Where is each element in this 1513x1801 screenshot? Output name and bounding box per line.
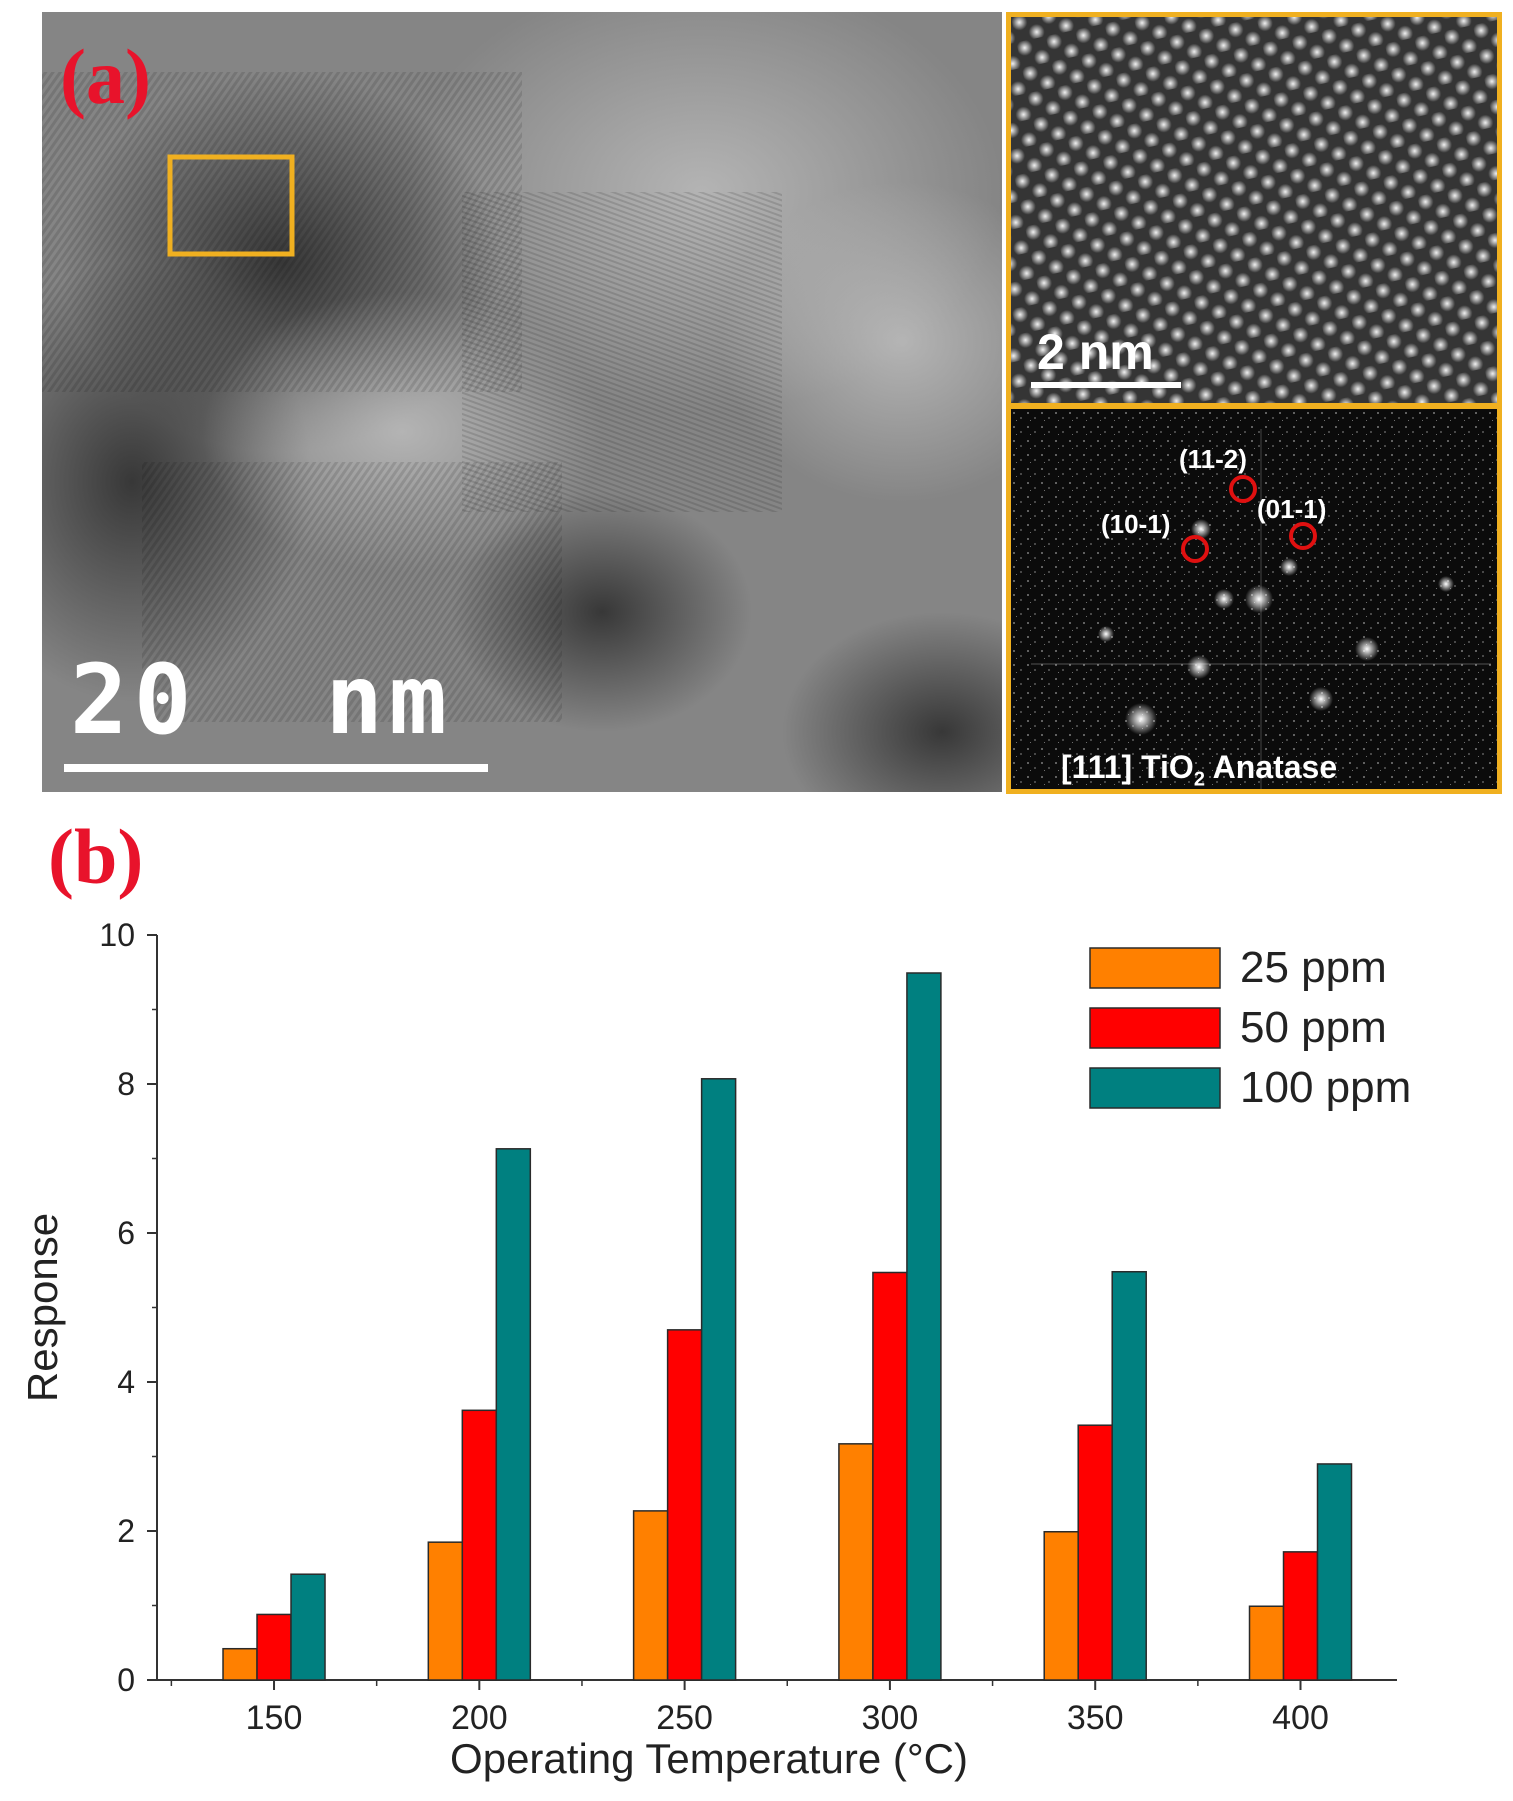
legend-label: 50 ppm (1240, 1003, 1387, 1052)
legend-label: 25 ppm (1240, 943, 1387, 992)
scale-bar-main (64, 764, 488, 772)
bar-25-ppm-150 (222, 1647, 258, 1681)
x-tick-label: 200 (451, 1699, 508, 1737)
tem-texture (42, 12, 1002, 792)
bar-50-ppm-200 (461, 1409, 498, 1681)
scale-bar-inset (1031, 382, 1181, 388)
x-tick-label: 350 (1067, 1699, 1124, 1737)
bar-50-ppm-150 (256, 1613, 292, 1681)
y-tick-label: 0 (117, 1662, 135, 1698)
x-tick-label: 150 (246, 1699, 303, 1737)
legend-swatch (1089, 947, 1221, 989)
y-tick-label: 4 (117, 1364, 135, 1400)
bar-100-ppm-250 (700, 1078, 737, 1681)
bar-50-ppm-250 (666, 1329, 703, 1681)
bar-25-ppm-200 (427, 1541, 464, 1681)
response-bar-chart: 0 2 4 6 8 10 150 200 250 300 350 400 Operating Tempe… (19, 917, 1411, 1782)
fft-pattern (1011, 409, 1497, 789)
bar-100-ppm-350 (1111, 1270, 1147, 1681)
x-tick-label: 250 (656, 1699, 713, 1737)
hrtem-inset: 2 nm (1006, 12, 1502, 408)
spot-circle (1229, 475, 1257, 503)
bar-50-ppm-350 (1077, 1424, 1113, 1681)
x-tick-label: 300 (862, 1699, 919, 1737)
bar-50-ppm-300 (872, 1271, 908, 1681)
y-axis-title: Response (19, 1213, 66, 1402)
legend-swatch (1089, 1007, 1221, 1049)
fft-label-10-1: (10-1) (1101, 509, 1171, 539)
lattice-image (1011, 17, 1497, 403)
bar-25-ppm-400 (1248, 1605, 1285, 1681)
panel-label-a: (a) (60, 33, 151, 120)
legend-label: 100 ppm (1240, 1063, 1411, 1112)
scale-label-inset: 2 nm (1037, 324, 1154, 380)
bar-100-ppm-300 (906, 972, 942, 1681)
tem-micrograph: 20 nm (42, 12, 1002, 792)
fft-label-11-2: (11-2) (1179, 444, 1247, 474)
y-tick-label: 2 (117, 1513, 135, 1549)
zone-axis-label: [111] TiO2 Anatase (1061, 749, 1338, 791)
fft-label-01-1: (01-1) (1257, 494, 1327, 524)
bar-100-ppm-400 (1316, 1463, 1353, 1681)
bar-25-ppm-250 (632, 1510, 669, 1681)
bar-100-ppm-150 (290, 1573, 326, 1681)
legend-swatch (1089, 1067, 1221, 1109)
panel-label-b: (b) (48, 813, 144, 900)
y-tick-label: 6 (117, 1215, 135, 1251)
bar-100-ppm-200 (495, 1148, 532, 1681)
bar-25-ppm-300 (838, 1443, 874, 1681)
bar-25-ppm-350 (1043, 1530, 1079, 1681)
selection-box (167, 154, 295, 257)
bar-50-ppm-400 (1282, 1551, 1319, 1681)
y-tick-label: 8 (117, 1066, 135, 1102)
spot-circle (1289, 522, 1317, 550)
fft-inset: (11-2) (01-1) (10-1) [111] TiO2 Anatase (1006, 404, 1502, 794)
y-tick-label: 10 (99, 917, 135, 953)
spot-circle (1181, 535, 1209, 563)
x-axis-title: Operating Temperature (°C) (450, 1735, 968, 1782)
x-tick-label: 400 (1272, 1699, 1329, 1737)
scale-label-main: 20 nm (70, 644, 453, 756)
